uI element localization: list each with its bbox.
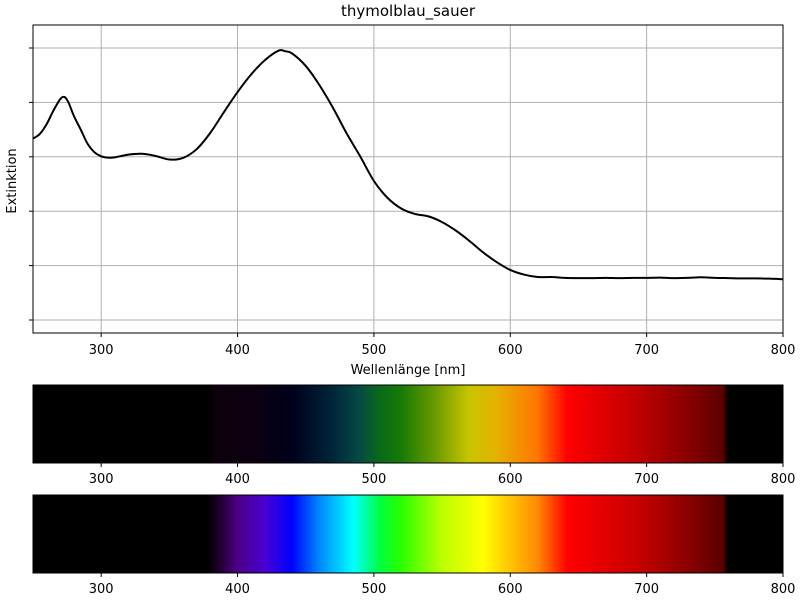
band-x-tick-label: 800	[771, 472, 796, 487]
spectrum-chart: thymolblau_sauer 300 400 500 600 700 800 Well…	[5, 2, 795, 378]
band-x-tick-label: 500	[361, 582, 386, 597]
x-tick-label: 600	[498, 343, 523, 358]
absorbed-color-band: 300 400 500 600 700 800	[32, 384, 796, 487]
x-tick-label: 800	[771, 343, 796, 358]
plot-area-frame	[32, 24, 784, 334]
x-tick-label: 700	[634, 343, 659, 358]
band-x-tick-label: 600	[498, 472, 523, 487]
x-axis-label: Wellenlänge [nm]	[351, 363, 466, 378]
series-line	[32, 49, 784, 281]
x-tick-label: 500	[361, 343, 386, 358]
band-x-tick-label: 300	[89, 582, 114, 597]
x-tick-label: 400	[225, 343, 250, 358]
x-tick-label: 300	[89, 343, 114, 358]
band-x-tick-label: 700	[634, 582, 659, 597]
absorbed-band-fill	[32, 384, 784, 464]
band-x-tick-label: 500	[361, 472, 386, 487]
y-axis-label: Extinktion	[5, 148, 20, 213]
visible-spectrum-band: 300 400 500 600 700 800	[32, 494, 796, 597]
band-x-tick-label: 400	[225, 472, 250, 487]
visible-band-fill	[32, 494, 784, 574]
band-x-tick-label: 700	[634, 472, 659, 487]
band-x-tick-label: 400	[225, 582, 250, 597]
band-x-tick-label: 300	[89, 472, 114, 487]
grid	[33, 25, 784, 333]
band-x-tick-label: 600	[498, 582, 523, 597]
band-x-tick-label: 800	[771, 582, 796, 597]
x-axis: 300 400 500 600 700 800	[89, 333, 796, 358]
absorbed-band-x-axis: 300 400 500 600 700 800	[89, 463, 796, 487]
y-axis	[29, 47, 33, 321]
visible-band-x-axis: 300 400 500 600 700 800	[89, 573, 796, 597]
chart-title: thymolblau_sauer	[341, 2, 476, 21]
